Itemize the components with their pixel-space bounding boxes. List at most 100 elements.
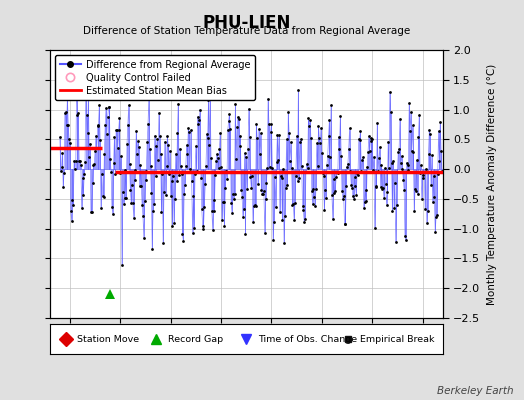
Point bbox=[375, 154, 383, 161]
Point bbox=[330, 176, 338, 183]
Point bbox=[404, 166, 412, 173]
Point bbox=[383, 189, 391, 196]
Point bbox=[358, 157, 366, 164]
Point bbox=[192, 143, 200, 149]
Point bbox=[300, 219, 309, 225]
Point bbox=[307, 135, 315, 142]
Point bbox=[68, 218, 76, 224]
Point bbox=[64, 122, 72, 128]
Point bbox=[231, 191, 239, 197]
Point bbox=[182, 163, 190, 170]
Point bbox=[173, 130, 182, 137]
Point bbox=[108, 211, 117, 217]
Point bbox=[152, 143, 161, 149]
Text: Empirical Break: Empirical Break bbox=[361, 334, 435, 344]
Point bbox=[166, 148, 174, 154]
Point bbox=[297, 136, 305, 143]
Point bbox=[56, 134, 64, 140]
Point bbox=[286, 158, 294, 164]
Point bbox=[330, 190, 339, 196]
Point bbox=[200, 204, 209, 210]
Point bbox=[150, 201, 158, 208]
Point bbox=[158, 171, 167, 177]
Point bbox=[362, 187, 370, 193]
Point bbox=[78, 175, 86, 182]
Point bbox=[178, 230, 187, 237]
Point bbox=[359, 205, 368, 211]
Point bbox=[127, 200, 135, 206]
Point bbox=[108, 204, 116, 210]
Point bbox=[241, 230, 249, 237]
Point bbox=[349, 193, 357, 200]
Point bbox=[332, 174, 340, 180]
Point bbox=[380, 195, 388, 201]
Point bbox=[266, 129, 275, 135]
Point bbox=[392, 202, 401, 208]
Point bbox=[61, 108, 70, 115]
Point bbox=[129, 214, 138, 221]
Point bbox=[266, 164, 274, 170]
Point bbox=[93, 123, 102, 129]
Point bbox=[328, 192, 336, 198]
Point bbox=[65, 136, 73, 143]
Point bbox=[419, 172, 428, 178]
Point bbox=[135, 144, 143, 151]
Point bbox=[370, 154, 378, 160]
Point bbox=[220, 222, 228, 229]
Point bbox=[356, 128, 365, 134]
Point bbox=[219, 198, 227, 205]
Point bbox=[273, 132, 281, 138]
Point bbox=[226, 126, 235, 132]
Point bbox=[235, 142, 244, 149]
Point bbox=[82, 84, 90, 90]
Point bbox=[100, 150, 108, 157]
Point bbox=[434, 128, 443, 134]
Point bbox=[254, 181, 262, 188]
Point bbox=[383, 201, 391, 208]
Point bbox=[397, 153, 406, 159]
Point bbox=[143, 139, 151, 146]
Point bbox=[156, 132, 164, 139]
Point bbox=[412, 157, 421, 164]
Point bbox=[102, 105, 110, 111]
Point bbox=[370, 225, 379, 231]
Point bbox=[104, 113, 112, 120]
Point bbox=[71, 166, 79, 172]
Point bbox=[319, 173, 328, 179]
Point bbox=[355, 137, 364, 143]
Point bbox=[176, 145, 184, 152]
Point bbox=[119, 200, 128, 207]
Point bbox=[262, 180, 270, 186]
Point bbox=[85, 153, 93, 160]
Point bbox=[409, 148, 418, 155]
Point bbox=[274, 156, 282, 163]
Point bbox=[391, 180, 399, 186]
Point bbox=[282, 136, 291, 143]
Point bbox=[378, 186, 387, 192]
Point bbox=[81, 159, 89, 165]
Point bbox=[61, 109, 69, 116]
Point bbox=[285, 130, 293, 136]
Point bbox=[103, 130, 111, 137]
Point bbox=[218, 216, 226, 223]
Point bbox=[225, 111, 234, 117]
Point bbox=[272, 159, 281, 165]
Point bbox=[426, 131, 434, 137]
Point bbox=[283, 182, 292, 188]
Point bbox=[189, 193, 198, 199]
Point bbox=[79, 192, 88, 198]
Point bbox=[351, 183, 359, 190]
Point bbox=[335, 146, 344, 152]
Point bbox=[195, 117, 203, 123]
Point bbox=[80, 171, 89, 178]
Point bbox=[101, 122, 110, 128]
Point bbox=[329, 216, 337, 222]
Point bbox=[157, 209, 166, 215]
Point bbox=[90, 160, 99, 167]
Point bbox=[353, 169, 362, 176]
Point bbox=[77, 162, 85, 168]
Point bbox=[280, 240, 288, 246]
Point bbox=[433, 212, 441, 219]
Point bbox=[162, 162, 171, 169]
Point bbox=[132, 128, 140, 134]
